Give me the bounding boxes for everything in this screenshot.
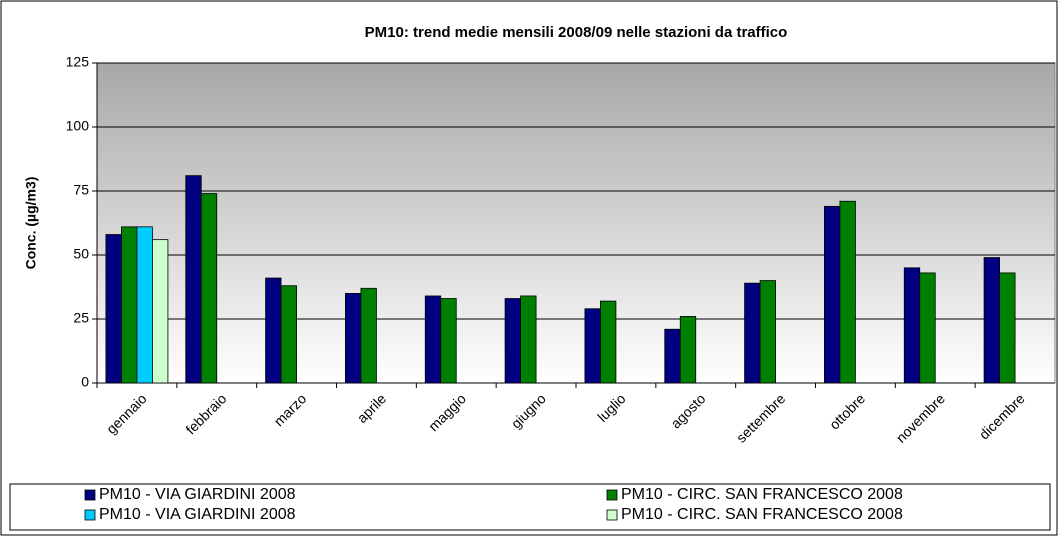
plot-area xyxy=(96,62,1056,384)
bar xyxy=(679,316,697,384)
legend-swatch xyxy=(606,509,618,521)
bar xyxy=(185,175,202,384)
y-tick-label: 0 xyxy=(81,374,89,390)
bar xyxy=(903,267,921,384)
legend-label: PM10 - VIA GIARDINI 2008 xyxy=(99,486,296,503)
bar xyxy=(136,226,153,384)
y-axis-label: Conc. (µg/m3) xyxy=(23,177,39,270)
bar xyxy=(200,193,218,384)
y-tick-label: 75 xyxy=(73,182,89,198)
bar xyxy=(759,280,776,384)
bar xyxy=(744,282,761,384)
legend xyxy=(9,483,1051,531)
bar xyxy=(280,285,297,384)
bar xyxy=(504,298,521,384)
bar xyxy=(121,226,138,384)
y-tick-label: 25 xyxy=(73,310,89,326)
bar xyxy=(999,272,1016,384)
legend-swatch xyxy=(606,489,618,501)
legend-label: PM10 - CIRC. SAN FRANCESCO 2008 xyxy=(621,506,903,523)
legend-swatch xyxy=(84,509,96,521)
bar xyxy=(105,234,122,384)
bar xyxy=(265,277,282,384)
legend-label: PM10 - CIRC. SAN FRANCESCO 2008 xyxy=(621,486,903,503)
bar xyxy=(345,292,362,384)
bar xyxy=(664,328,681,384)
bar xyxy=(600,300,617,384)
bar xyxy=(152,239,169,384)
legend-swatch xyxy=(84,489,96,501)
y-tick-label: 125 xyxy=(66,54,90,70)
y-tick-label: 100 xyxy=(66,118,90,134)
y-tick-label: 50 xyxy=(73,246,89,262)
chart-title: PM10: trend medie mensili 2008/09 nelle … xyxy=(365,24,788,41)
bar xyxy=(424,295,442,384)
bar xyxy=(520,295,537,384)
bar xyxy=(983,257,1000,384)
bar xyxy=(919,272,936,384)
legend-label: PM10 - VIA GIARDINI 2008 xyxy=(99,506,296,523)
bar xyxy=(839,200,856,384)
bar xyxy=(360,287,377,384)
bar xyxy=(584,308,601,384)
bar xyxy=(824,205,841,384)
bar xyxy=(440,298,457,384)
